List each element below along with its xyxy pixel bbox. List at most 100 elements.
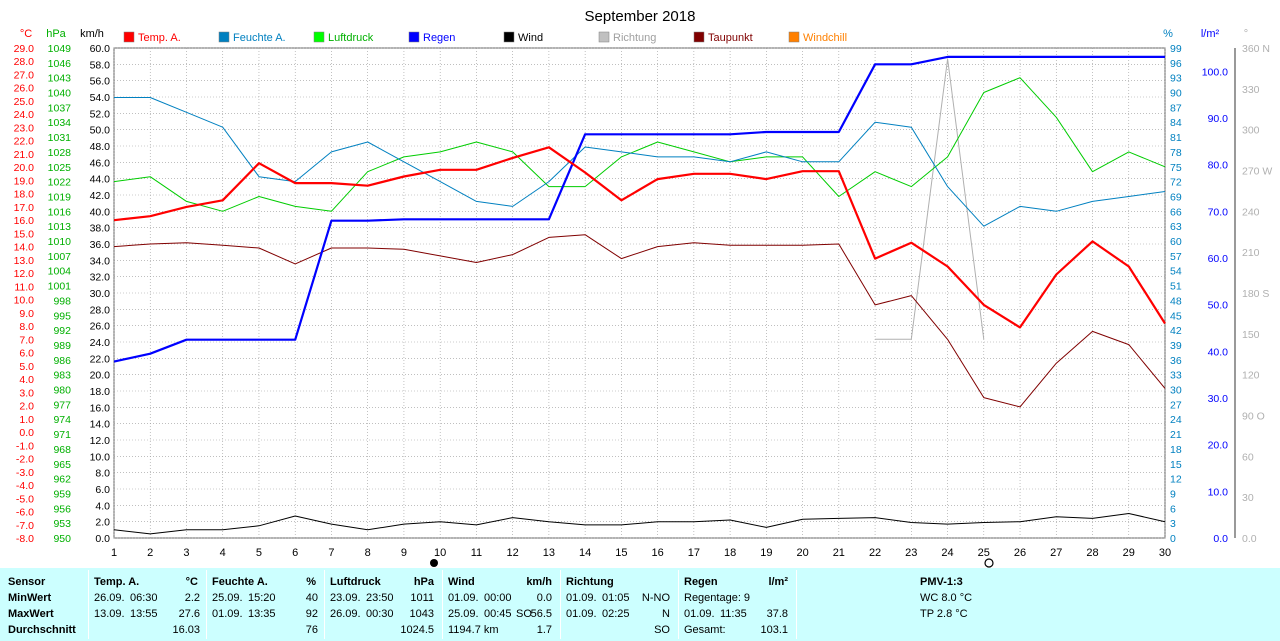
temp-tick-label: 24.0 (14, 109, 35, 121)
legend-swatch (123, 31, 135, 43)
wind-tick-label: 24.0 (90, 337, 111, 349)
rain-total-label: Gesamt: (684, 624, 726, 636)
legend-label: Taupunkt (708, 32, 753, 44)
series-line-wind (113, 513, 1166, 535)
humidity-tick-label: 15 (1170, 459, 1182, 471)
wind-max-value: 56.5 (530, 608, 552, 620)
legend-label: Windchill (803, 32, 847, 44)
temp-tick-label: -6.0 (16, 507, 34, 519)
direction-tick-label: 360 N (1242, 43, 1270, 55)
humidity-unit: % (306, 576, 316, 588)
legend-label: Richtung (613, 32, 656, 44)
pressure-unit-label: hPa (46, 28, 66, 40)
wind-tick-label: 6.0 (95, 484, 110, 496)
rain-tick-label: 90.0 (1208, 113, 1229, 125)
pressure-tick-label: 1025 (48, 162, 72, 174)
legend-swatch (598, 31, 610, 43)
pressure-tick-label: 1013 (48, 221, 72, 233)
pressure-tick-label: 962 (53, 474, 71, 486)
pmv-title: PMV-1:3 (920, 576, 963, 588)
wind-tick-label: 16.0 (90, 402, 111, 414)
temp-tick-label: 0.0 (19, 427, 34, 439)
legend-label: Temp. A. (138, 32, 181, 44)
pressure-tick-label: 1016 (48, 206, 72, 218)
wind-tick-label: 58.0 (90, 59, 111, 71)
grid (113, 47, 1166, 539)
x-tick-label: 17 (688, 547, 700, 559)
x-tick-label: 10 (434, 547, 446, 559)
pressure-tick-label: 971 (53, 429, 71, 441)
humidity-tick-label: 72 (1170, 177, 1182, 189)
chart-title: September 2018 (585, 8, 696, 25)
pressure-tick-label: 1004 (48, 266, 72, 278)
rain-total-value: 103.1 (760, 624, 788, 636)
humidity-tick-label: 12 (1170, 474, 1182, 486)
legend-swatch (788, 31, 800, 43)
rain-column: Regen l/m² Regentage: 9 01.09. 11:35 37.8 G… (684, 568, 790, 641)
rain-tick-label: 80.0 (1208, 160, 1229, 172)
rain-tick-label: 60.0 (1208, 253, 1229, 265)
humidity-tick-label: 27 (1170, 399, 1182, 411)
x-tick-label: 20 (796, 547, 808, 559)
rain-tick-label: 70.0 (1208, 206, 1229, 218)
x-tick-label: 9 (401, 547, 407, 559)
pressure-tick-label: 1007 (48, 251, 72, 263)
series-line-feuchte-a (114, 97, 1166, 227)
wind-tick-label: 42.0 (90, 190, 111, 202)
temp-tick-label: 10.0 (14, 295, 35, 307)
x-tick-label: 15 (615, 547, 627, 559)
x-tick-label: 23 (905, 547, 917, 559)
humidity-unit-label: % (1163, 28, 1173, 40)
temp-max-time: 13:55 (130, 608, 158, 620)
wind-tick-label: 22.0 (90, 353, 111, 365)
wind-avg-value: 1.7 (536, 624, 552, 636)
direction-max-value: N (662, 608, 670, 620)
humidity-min-date: 25.09. (212, 592, 243, 604)
temp-tick-label: 28.0 (14, 56, 35, 68)
series-line-temp-a (113, 146, 1166, 329)
temp-tick-label: 16.0 (14, 215, 35, 227)
humidity-tick-label: 6 (1170, 503, 1176, 515)
x-tick-label: 22 (869, 547, 881, 559)
pressure-title: Luftdruck (330, 576, 381, 588)
pmv-column: PMV-1:3 WC 8.0 °C TP 2.8 °C (880, 568, 1010, 641)
wind-tick-label: 56.0 (90, 76, 111, 88)
direction-tick-label: 330 (1242, 84, 1260, 96)
row-label-min: MinWert (8, 592, 52, 604)
rain-tick-label: 30.0 (1208, 393, 1229, 405)
pressure-tick-label: 1001 (48, 281, 72, 293)
humidity-tick-label: 0 (1170, 533, 1176, 545)
x-tick-label: 26 (1014, 547, 1026, 559)
temp-column: Temp. A. °C 26.09. 06:30 2.2 13.09. 13:55 27.… (94, 568, 202, 641)
pressure-tick-label: 980 (53, 385, 71, 397)
humidity-tick-label: 96 (1170, 58, 1182, 70)
direction-tick-label: 0.0 (1242, 533, 1257, 545)
x-tick-label: 28 (1086, 547, 1098, 559)
wind-tick-label: 10.0 (90, 451, 111, 463)
wind-tick-label: 12.0 (90, 435, 111, 447)
full-moon-icon (984, 558, 994, 568)
wind-max-time: 00:45 (484, 608, 512, 620)
humidity-tick-label: 78 (1170, 147, 1182, 159)
humidity-tick-label: 87 (1170, 102, 1182, 114)
pressure-column: Luftdruck hPa 23.09. 23:50 1011 26.09. 00:30… (330, 568, 436, 641)
pressure-min-value: 1011 (410, 592, 434, 604)
humidity-tick-label: 54 (1170, 266, 1182, 278)
direction-tick-label: 240 (1242, 206, 1260, 218)
wind-tick-label: 36.0 (90, 239, 111, 251)
humidity-tick-label: 51 (1170, 281, 1182, 293)
wind-min-time: 00:00 (484, 592, 512, 604)
pressure-tick-label: 968 (53, 444, 71, 456)
wind-tick-label: 28.0 (90, 304, 111, 316)
temp-unit-label: °C (20, 28, 32, 40)
wind-tick-label: 54.0 (90, 92, 111, 104)
x-tick-label: 13 (543, 547, 555, 559)
wind-tick-label: 2.0 (95, 517, 110, 529)
temp-tick-label: 3.0 (19, 387, 34, 399)
temp-tick-label: 6.0 (19, 348, 34, 360)
humidity-tick-label: 24 (1170, 414, 1182, 426)
pressure-tick-label: 950 (53, 533, 71, 545)
direction-title: Richtung (566, 576, 614, 588)
temp-tick-label: 12.0 (14, 268, 35, 280)
wind-tick-label: 30.0 (90, 288, 111, 300)
